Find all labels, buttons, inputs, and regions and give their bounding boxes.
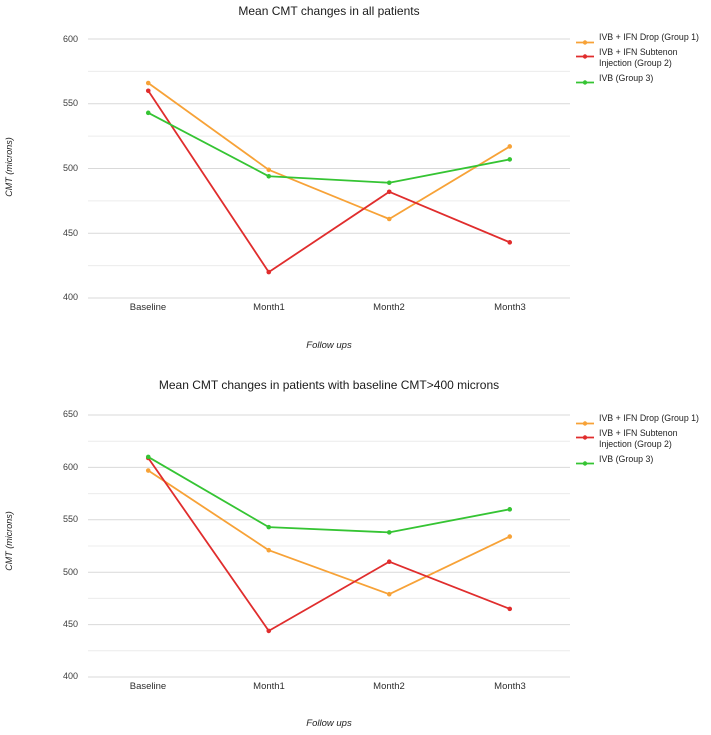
legend-item: IVB + IFN Subtenon Injection (Group 2) (576, 428, 708, 451)
chart-section-all-patients: Mean CMT changes in all patients CMT (mi… (4, 4, 708, 351)
legend-marker-glyph (576, 80, 594, 85)
data-point-group2 (386, 559, 392, 565)
legend-item: IVB + IFN Drop (Group 1) (576, 32, 708, 45)
y-axis-label: CMT (microns) (4, 511, 14, 571)
legend-label: IVB + IFN Drop (Group 1) (599, 32, 699, 42)
data-point-group2 (145, 88, 151, 94)
chart-title: Mean CMT changes in patients with baseli… (158, 378, 500, 392)
y-tick-label: 400 (62, 292, 78, 302)
legend-label: IVB (Group 3) (599, 72, 654, 83)
legend-item: IVB + IFN Subtenon Injection (Group 2) (576, 47, 708, 70)
chart-title: Mean CMT changes in all patients (238, 4, 420, 18)
x-tick-label: Month2 (373, 302, 405, 313)
y-tick-label: 500 (62, 163, 78, 173)
y-tick-label: 600 (62, 34, 78, 44)
legend-marker-dot (582, 39, 588, 45)
series-line-group1 (147, 82, 511, 220)
legend-marker-glyph (576, 420, 594, 426)
y-tick-label: 500 (62, 567, 78, 577)
x-tick-label: Baseline (129, 681, 167, 692)
y-tick-label: 400 (62, 671, 78, 681)
data-point-group3 (507, 157, 513, 162)
legend-marker-icon (576, 415, 594, 426)
x-tick-label: Month3 (494, 681, 526, 692)
legend-label: IVB + IFN Subtenon Injection (Group 2) (599, 427, 678, 450)
legend-marker-glyph (576, 54, 594, 59)
y-tick-label: 650 (62, 409, 78, 419)
data-point-group2 (507, 606, 513, 612)
legend-marker-icon (576, 34, 594, 45)
data-point-group3 (266, 173, 272, 179)
legend-item: IVB (Group 3) (576, 73, 708, 85)
chart-section-cmt-over-400: Mean CMT changes in patients with baseli… (0, 368, 711, 735)
data-point-group1 (145, 468, 151, 473)
legend-label: IVB (Group 3) (599, 453, 654, 464)
data-point-group2 (507, 240, 513, 245)
legend-marker-glyph (576, 461, 594, 466)
x-tick-label: Month2 (373, 681, 405, 692)
series-line-group2 (147, 457, 511, 632)
legend-marker-glyph (576, 435, 594, 440)
legend-item: IVB (Group 3) (576, 454, 708, 466)
data-point-group1 (507, 534, 513, 539)
data-point-group1 (145, 80, 151, 86)
data-point-group3 (145, 110, 151, 116)
legend-marker-icon (576, 429, 594, 440)
y-tick-label: 600 (62, 462, 78, 472)
legend-item: IVB + IFN Drop (Group 1) (576, 413, 708, 426)
data-point-group2 (266, 269, 272, 275)
data-point-group3 (386, 180, 392, 186)
plot-area-all-patients (88, 38, 570, 299)
legend-marker-dot (582, 435, 588, 440)
x-axis-label: Follow ups (306, 718, 352, 729)
y-axis-label: CMT (microns) (4, 137, 14, 197)
y-tick-label: 450 (62, 619, 78, 629)
legend-marker-icon (576, 48, 594, 59)
x-tick-label: Month3 (494, 302, 526, 313)
series-line-group1 (147, 469, 511, 596)
legend-marker-dot (582, 80, 588, 85)
x-tick-label: Month1 (253, 302, 285, 313)
data-point-group3 (266, 524, 272, 530)
legend: IVB + IFN Drop (Group 1) IVB + IFN Subte… (576, 413, 708, 468)
series-line-group3 (147, 111, 511, 184)
series-line-group3 (147, 456, 511, 534)
y-tick-label: 450 (62, 228, 78, 238)
legend-marker-icon (576, 455, 594, 466)
legend-marker-glyph (576, 39, 594, 45)
data-point-group2 (266, 628, 272, 634)
plot-area-cmt-over-400 (88, 414, 570, 678)
x-axis-label: Follow ups (306, 340, 352, 351)
data-point-group3 (386, 530, 392, 535)
data-point-group1 (507, 144, 513, 149)
data-point-group1 (386, 216, 392, 222)
data-point-group3 (507, 507, 513, 512)
data-point-group2 (386, 189, 392, 195)
data-point-group1 (386, 591, 392, 597)
x-tick-label: Baseline (129, 302, 167, 313)
legend-marker-dot (582, 461, 588, 466)
y-tick-label: 550 (62, 514, 78, 524)
data-point-group1 (266, 167, 272, 173)
series-line-group2 (147, 89, 511, 274)
x-tick-label: Month1 (253, 681, 285, 692)
data-point-group1 (266, 547, 272, 553)
y-tick-label: 550 (62, 98, 78, 108)
legend-marker-dot (582, 420, 588, 426)
legend-marker-icon (576, 74, 594, 85)
legend-label: IVB + IFN Drop (Group 1) (599, 413, 699, 423)
data-point-group3 (145, 454, 151, 460)
legend: IVB + IFN Drop (Group 1) IVB + IFN Subte… (576, 32, 708, 87)
legend-marker-dot (582, 54, 588, 59)
legend-label: IVB + IFN Subtenon Injection (Group 2) (599, 46, 678, 69)
